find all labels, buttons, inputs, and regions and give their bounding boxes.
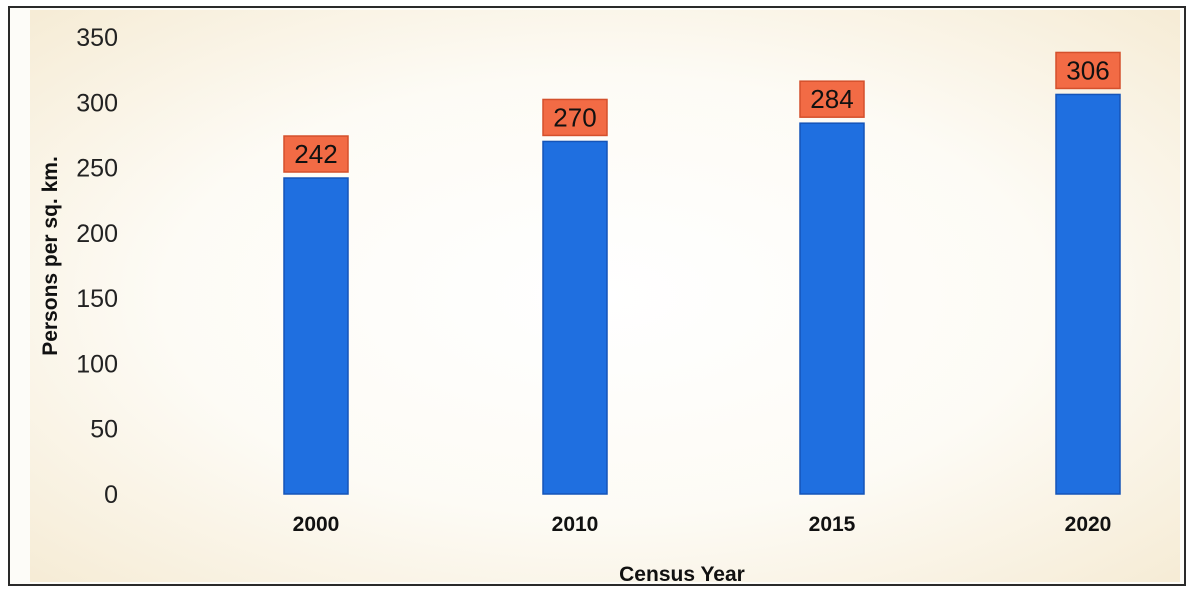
y-tick-label: 0	[104, 481, 118, 509]
x-axis-title: Census Year	[619, 563, 745, 586]
y-tick-label: 200	[76, 220, 118, 248]
data-label-2015: 284	[799, 80, 865, 118]
y-tick-label: 350	[76, 24, 118, 52]
data-label-text: 284	[810, 84, 853, 114]
bar-2000	[283, 177, 349, 495]
x-axis-ticks: 2000 2010 2015 2020	[293, 513, 1112, 536]
bars	[283, 93, 1121, 495]
y-tick-label: 50	[90, 416, 118, 444]
y-tick-label: 100	[76, 350, 118, 378]
data-label-box	[542, 98, 608, 137]
data-label-box	[1055, 51, 1121, 90]
bar-2020	[1055, 93, 1121, 495]
data-label-2020: 306	[1055, 51, 1121, 90]
bar-2015	[799, 122, 865, 495]
data-label-box	[283, 135, 349, 173]
data-label-text: 306	[1066, 55, 1109, 85]
y-tick-label: 150	[76, 285, 118, 313]
y-tick-label: 250	[76, 155, 118, 183]
data-labels: 242 270 284 306	[283, 51, 1121, 173]
y-tick-label: 300	[76, 89, 118, 117]
x-tick-label: 2010	[552, 513, 599, 536]
data-label-text: 242	[294, 139, 337, 169]
x-tick-label: 2000	[293, 513, 340, 536]
y-axis-ticks: 0 50 100 150 200 250 300 350	[76, 24, 118, 509]
data-label-box	[799, 80, 865, 118]
x-tick-label: 2015	[809, 513, 856, 536]
data-label-2010: 270	[542, 98, 608, 137]
y-axis-title: Persons per sq. km.	[39, 156, 62, 356]
data-label-text: 270	[553, 102, 596, 132]
data-label-2000: 242	[283, 135, 349, 173]
x-tick-label: 2020	[1065, 513, 1112, 536]
bar-2010	[542, 140, 608, 495]
